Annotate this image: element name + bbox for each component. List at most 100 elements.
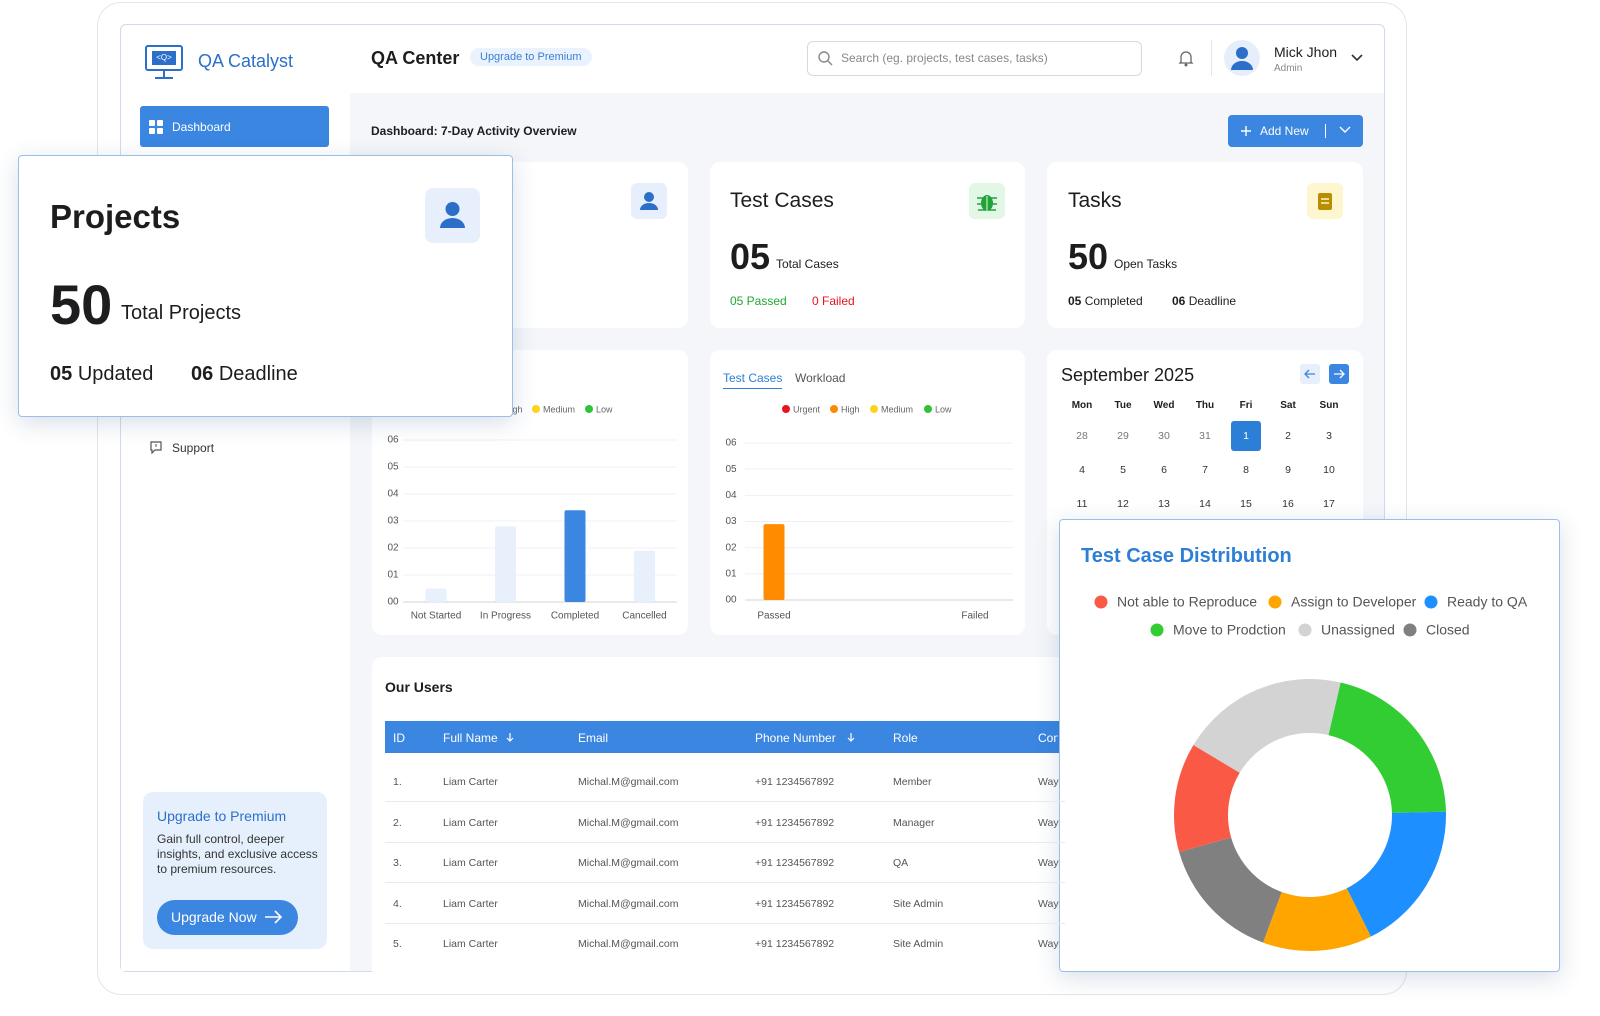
prev-month[interactable] <box>1300 364 1320 384</box>
weekday: Sat <box>1280 400 1296 411</box>
divider <box>1211 40 1212 76</box>
header-bar <box>121 25 1384 93</box>
calendar-day[interactable]: 6 <box>1161 464 1167 476</box>
y-tick-label: 01 <box>387 570 399 581</box>
donut-layer: Not able to Reproduce Assign to Developer… <box>1094 594 1528 951</box>
calendar-day[interactable]: 3 <box>1326 430 1332 442</box>
stat-label: Deadline <box>1188 294 1237 308</box>
legend-label: Medium <box>543 404 575 414</box>
weekday: Mon <box>1071 400 1093 411</box>
passed-stat: 05 Passed <box>730 294 787 308</box>
column-header: Full Name <box>443 731 498 745</box>
table-cell: Liam Carter <box>443 776 498 788</box>
icon-part <box>149 120 155 126</box>
legend-label: Closed <box>1426 622 1470 638</box>
plus-icon <box>1241 126 1251 136</box>
users-title: Our Users <box>385 679 453 695</box>
legend-label: High <box>504 404 523 414</box>
nav-support[interactable]: Support <box>172 441 215 455</box>
calendar-day[interactable]: 15 <box>1240 498 1252 510</box>
icon-part <box>149 128 155 134</box>
calendar-day[interactable]: 13 <box>1158 498 1170 510</box>
calendar-day[interactable]: 1 <box>1243 430 1249 442</box>
icon-part <box>1351 54 1363 62</box>
y-tick-label: 00 <box>387 597 399 608</box>
dashboard-title: Dashboard: 7-Day Activity Overview <box>371 124 577 138</box>
projects-card-icon <box>631 183 667 219</box>
popup-count-label: Total Projects <box>121 302 242 324</box>
legend-label: Not able to Reproduce <box>1117 594 1257 610</box>
calendar-day[interactable]: 14 <box>1199 498 1211 510</box>
row-divider <box>385 882 1065 883</box>
nav-dashboard[interactable] <box>140 106 329 147</box>
user-role: Admin <box>1274 63 1303 74</box>
row-divider <box>385 922 1065 924</box>
icon-part <box>827 60 833 66</box>
legend-dot <box>782 405 790 413</box>
table-cell: Way <box>1038 938 1059 950</box>
search-box[interactable] <box>807 41 1142 76</box>
calendar-day[interactable]: 11 <box>1076 498 1088 510</box>
table-cell: +91 1234567892 <box>755 938 835 950</box>
popup-stat: 06 Deadline <box>191 363 298 386</box>
add-new-label: Add New <box>1260 124 1309 138</box>
projects-icon <box>425 188 480 243</box>
calendar-day[interactable]: 2 <box>1285 430 1291 442</box>
legend-dot <box>1268 595 1282 609</box>
x-tick-label: In Progress <box>480 611 531 622</box>
icon-part <box>1241 126 1251 136</box>
calendar-day[interactable]: 7 <box>1202 464 1208 476</box>
legend-label: Move to Prodction <box>1173 622 1286 638</box>
chart-tab[interactable]: Test Cases <box>723 371 783 389</box>
card-count-label: Total Cases <box>776 257 839 271</box>
stat-label: Deadline <box>218 363 298 385</box>
bar <box>495 526 516 602</box>
stat-label: Updated <box>77 363 154 385</box>
table-header <box>385 721 1065 753</box>
chart-tab[interactable]: Workload <box>795 371 846 385</box>
premium-badge[interactable]: Upgrade to Premium <box>470 48 592 66</box>
donut-slice <box>1174 744 1240 853</box>
chevron-icon[interactable] <box>1339 126 1351 134</box>
icon-part <box>1231 61 1253 70</box>
x-tick-label: Not Started <box>411 611 462 622</box>
calendar-day[interactable]: 12 <box>1117 498 1129 510</box>
calendar-day[interactable]: 4 <box>1079 464 1085 476</box>
stat: 05 Completed <box>1068 294 1143 308</box>
table-cell: Site Admin <box>893 897 944 910</box>
bar <box>634 550 655 602</box>
stat-value: 05 <box>50 363 73 385</box>
calendar-day[interactable]: 30 <box>1158 430 1170 442</box>
upgrade-text: Gain full control, deeper insights, and … <box>157 832 318 876</box>
table-cell: 1. <box>393 776 402 788</box>
calendar-day[interactable]: 17 <box>1323 498 1335 510</box>
calendar-day[interactable]: 31 <box>1199 430 1211 442</box>
bell-icon[interactable] <box>1178 49 1194 67</box>
legend-dot <box>1298 623 1312 637</box>
calendar-day[interactable]: 9 <box>1285 464 1291 476</box>
x-tick-label: Cancelled <box>622 611 666 622</box>
icon-part <box>1339 126 1351 133</box>
icon-part <box>1304 369 1315 379</box>
weekday: Tue <box>1114 400 1132 411</box>
calendar-day[interactable]: 5 <box>1120 464 1126 476</box>
calendar-day[interactable]: 10 <box>1323 464 1335 476</box>
calendar-day[interactable]: 16 <box>1282 498 1294 510</box>
avatar[interactable] <box>1224 40 1260 76</box>
card-title: Test Cases <box>730 189 834 212</box>
user-menu-chevron[interactable] <box>1350 53 1364 63</box>
next-month[interactable] <box>1329 364 1349 384</box>
calendar-day[interactable]: 28 <box>1076 430 1088 442</box>
table-cell: +91 1234567892 <box>755 897 835 910</box>
table-cell: Liam Carter <box>443 816 498 829</box>
calendar-day[interactable]: 8 <box>1243 464 1249 476</box>
popup-stat: 05 Updated <box>50 363 153 386</box>
y-tick-label: 05 <box>725 464 737 475</box>
y-tick-label: 03 <box>387 516 399 527</box>
calendar-day[interactable]: 29 <box>1117 430 1129 442</box>
column-header: ID <box>393 731 405 745</box>
table-cell: Michal.M@gmail.com <box>578 938 679 950</box>
test-cases-chart-card <box>710 350 1025 635</box>
table-cell: 5. <box>393 938 402 950</box>
